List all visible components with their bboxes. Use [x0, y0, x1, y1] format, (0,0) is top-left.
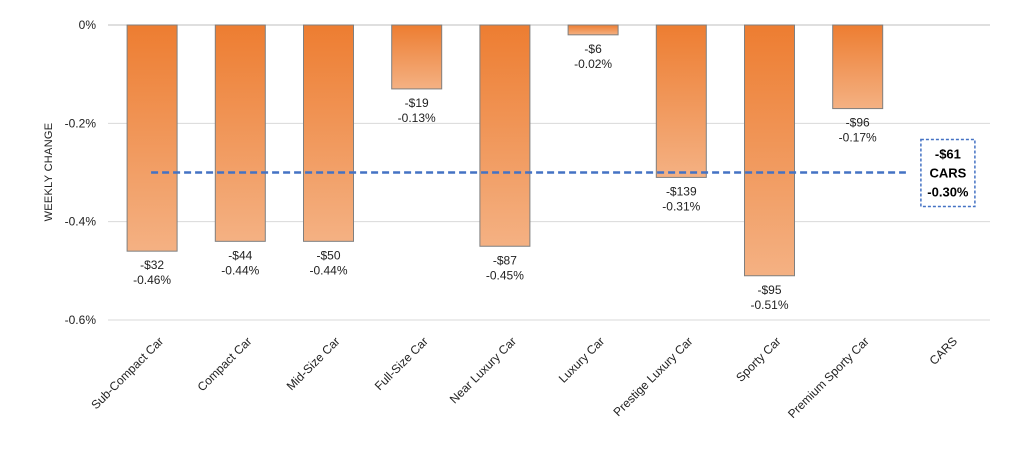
average-name-label: CARS	[929, 166, 966, 181]
bar-percent-label: -0.45%	[486, 268, 524, 282]
bar-dollar-label: -$87	[493, 253, 517, 267]
category-label: Mid-Size Car	[284, 334, 343, 393]
y-axis-ticks: 0% -0.2% -0.4% -0.6%	[65, 18, 97, 327]
data-labels: -$32-0.46%-$44-0.44%-$50-0.44%-$19-0.13%…	[133, 42, 877, 312]
category-label: Prestige Luxury Car	[611, 334, 696, 419]
average-line-group: -$61 CARS -0.30%	[151, 138, 976, 208]
bars	[126, 24, 884, 277]
category-label: CARS	[927, 334, 960, 367]
category-label: Full-Size Car	[372, 334, 431, 393]
average-dollar-label: -$61	[935, 147, 961, 162]
category-label: Sub-Compact Car	[88, 334, 166, 412]
y-tick-label: 0%	[79, 18, 97, 32]
bar-dollar-label: -$32	[140, 258, 164, 272]
bar	[744, 24, 795, 277]
category-label: Premium Sporty Car	[785, 334, 872, 421]
bar-dollar-label: -$95	[757, 283, 781, 297]
bar	[126, 24, 178, 252]
category-label: Near Luxury Car	[447, 334, 519, 406]
y-tick-label: -0.4%	[65, 215, 97, 229]
bar-percent-label: -0.44%	[309, 263, 347, 277]
bar-dollar-label: -$139	[666, 184, 697, 198]
bar-dollar-label: -$19	[405, 96, 429, 110]
bar-percent-label: -0.17%	[839, 131, 877, 145]
bar	[832, 24, 884, 110]
bar	[303, 24, 354, 242]
category-label: Sporty Car	[733, 334, 783, 384]
bar	[655, 24, 707, 178]
bar-dollar-label: -$50	[316, 248, 340, 262]
bar-dollar-label: -$96	[846, 116, 870, 130]
bar	[479, 24, 531, 247]
bar-percent-label: -0.31%	[662, 199, 700, 213]
bar-percent-label: -0.44%	[221, 263, 259, 277]
bar-percent-label: -0.46%	[133, 273, 171, 287]
average-box	[920, 138, 976, 208]
bar	[214, 24, 266, 242]
category-label: Luxury Car	[556, 334, 607, 385]
bar-dollar-label: -$6	[584, 42, 602, 56]
bar	[391, 24, 443, 90]
bar-dollar-label: -$44	[228, 248, 252, 262]
bar-percent-label: -0.13%	[398, 111, 436, 125]
category-labels: Sub-Compact Car Compact Car Mid-Size Car Fu…	[88, 334, 960, 421]
y-tick-label: -0.2%	[65, 116, 97, 130]
bar-percent-label: -0.02%	[574, 57, 612, 71]
bar	[567, 24, 619, 36]
y-tick-label: -0.6%	[65, 313, 97, 327]
average-percent-label: -0.30%	[927, 185, 969, 200]
y-axis-title: WEEKLY CHANGE	[43, 123, 55, 222]
bar-percent-label: -0.51%	[750, 298, 788, 312]
category-label: Compact Car	[195, 334, 255, 394]
